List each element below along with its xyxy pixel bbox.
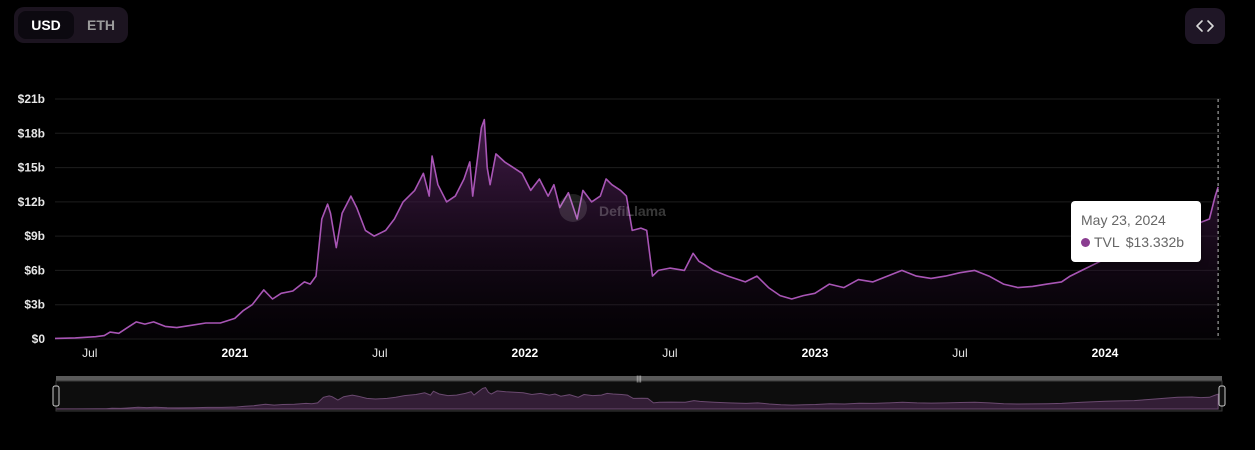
- y-tick-label: $18b: [18, 126, 45, 140]
- slider-right-handle[interactable]: [1218, 385, 1226, 407]
- tooltip-date: May 23, 2024: [1081, 212, 1166, 228]
- embed-code-button[interactable]: [1185, 8, 1225, 44]
- tooltip-series-name: TVL: [1094, 234, 1120, 250]
- x-tick-label: 2023: [802, 346, 829, 360]
- x-tick-label: 2021: [221, 346, 248, 360]
- x-tick-label: Jul: [372, 346, 387, 360]
- slider-track[interactable]: [56, 376, 1222, 381]
- x-axis: Jul 2021 Jul 2022 Jul 2023 Jul 2024: [82, 346, 1119, 360]
- slider-left-handle[interactable]: [52, 385, 60, 407]
- y-tick-label: $15b: [18, 161, 45, 175]
- slider-grip-icon[interactable]: |||: [636, 376, 642, 383]
- y-tick-label: $21b: [18, 92, 45, 106]
- tooltip-value: $13.332b: [1125, 234, 1185, 250]
- x-tick-label: 2024: [1092, 346, 1119, 360]
- y-axis: $0 $3b $6b $9b $12b $15b $18b $21b: [18, 92, 46, 346]
- y-tick-label: $12b: [18, 195, 45, 209]
- range-slider[interactable]: |||: [52, 376, 1226, 412]
- y-tick-label: $9b: [24, 229, 45, 243]
- y-tick-label: $6b: [24, 263, 45, 277]
- y-tick-label: $3b: [24, 298, 45, 312]
- y-tick-label: $0: [32, 332, 46, 346]
- watermark: DefiLlama: [559, 194, 666, 222]
- currency-toggle: USD ETH: [14, 7, 128, 43]
- code-icon: [1196, 20, 1214, 32]
- eth-option[interactable]: ETH: [87, 17, 115, 33]
- series-dot-icon: [1081, 238, 1090, 247]
- usd-option[interactable]: USD: [18, 11, 74, 39]
- tooltip-row: TVL $13.332b: [1081, 234, 1184, 250]
- llama-logo-icon: [559, 194, 587, 222]
- x-tick-label: 2022: [512, 346, 539, 360]
- slider-preview-line: [56, 387, 1219, 410]
- x-tick-label: Jul: [82, 346, 97, 360]
- tvl-series-line: [54, 118, 1219, 340]
- x-tick-label: Jul: [952, 346, 967, 360]
- watermark-text: DefiLlama: [599, 203, 666, 219]
- tooltip: May 23, 2024 TVL $13.332b: [1071, 201, 1201, 262]
- x-tick-label: Jul: [662, 346, 677, 360]
